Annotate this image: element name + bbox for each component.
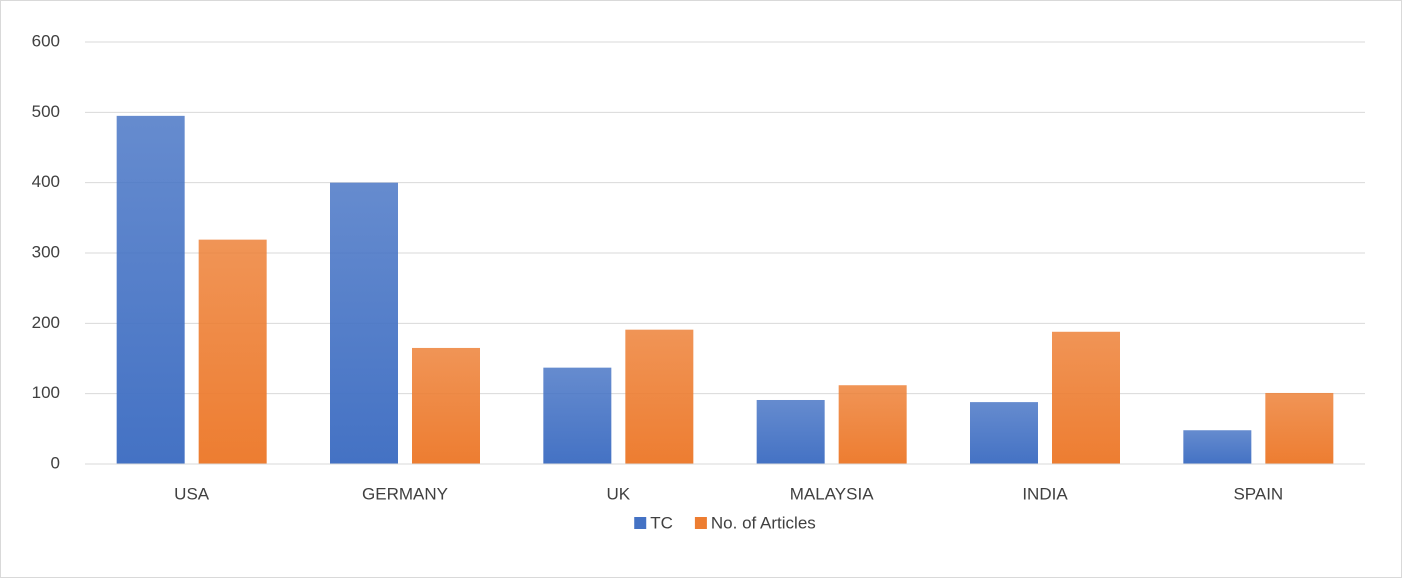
legend-label: TC (650, 513, 673, 532)
x-tick-label: GERMANY (362, 484, 448, 503)
legend-swatch (694, 517, 707, 529)
legend-label: No. of Articles (711, 513, 816, 532)
bar (1183, 430, 1252, 464)
bar (412, 347, 480, 464)
bar (1052, 331, 1120, 464)
bar (756, 399, 825, 464)
bar (543, 367, 612, 464)
x-tick-label: MALAYSIA (790, 484, 874, 503)
y-tick-label: 300 (32, 242, 60, 261)
x-tick-label: USA (174, 484, 210, 503)
legend-swatch (634, 517, 647, 529)
bar (970, 402, 1038, 464)
bar (1265, 392, 1334, 464)
y-tick-label: 100 (32, 383, 60, 402)
x-tick-label: UK (607, 484, 631, 503)
bar (330, 182, 398, 464)
bar (198, 239, 267, 464)
y-tick-label: 200 (32, 313, 60, 332)
x-tick-label: INDIA (1022, 484, 1068, 503)
bar (625, 329, 694, 464)
y-tick-label: 500 (32, 102, 60, 121)
legend: TC No. of Articles (634, 513, 816, 532)
y-tick-label: 400 (32, 172, 60, 191)
y-tick-label: 600 (32, 31, 60, 50)
bar (838, 385, 907, 464)
x-tick-label: SPAIN (1233, 484, 1283, 503)
y-tick-label: 0 (51, 453, 60, 472)
bar (116, 115, 185, 464)
